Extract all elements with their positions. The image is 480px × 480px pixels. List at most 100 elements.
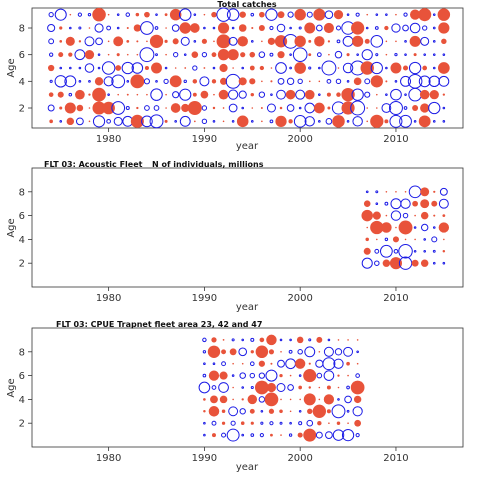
bubble-point — [303, 393, 316, 406]
bubble-point — [221, 361, 226, 367]
bubble-point — [249, 372, 256, 379]
bubble-point — [241, 106, 245, 110]
bubble-point — [65, 36, 75, 46]
bubble-point — [279, 421, 283, 425]
bubble-point — [423, 53, 426, 56]
bubble-point — [402, 212, 409, 219]
bubble-point — [78, 40, 82, 43]
bubble-point — [408, 87, 422, 102]
bubble-point — [277, 51, 285, 59]
bubble-point — [97, 53, 101, 56]
bubble-point — [432, 26, 436, 30]
bubble-point — [400, 75, 412, 87]
bubble-point — [213, 40, 215, 43]
bubble-point — [150, 88, 163, 101]
bubble-point — [203, 433, 206, 437]
bubble-point — [351, 21, 365, 35]
bubble-point — [226, 428, 240, 442]
y-tick-label: 4 — [19, 235, 25, 246]
bubble-point — [92, 7, 106, 22]
bubble-point — [365, 26, 369, 30]
bubble-point — [389, 114, 403, 128]
bubble-point — [164, 39, 168, 43]
bubble-point — [231, 338, 235, 342]
bubble-point — [360, 61, 374, 75]
bubble-point — [390, 88, 402, 101]
bubble-point — [92, 87, 106, 102]
bubble-point — [365, 237, 369, 242]
bubble-point — [199, 76, 210, 87]
bubble-point — [216, 7, 231, 22]
bubble-point — [102, 101, 115, 115]
panel-3-ylabel: Age — [6, 378, 17, 397]
bubble-point — [136, 93, 139, 96]
bubble-point — [342, 62, 354, 74]
bubble-point — [414, 214, 416, 217]
bubble-point — [318, 398, 321, 401]
bubble-point — [304, 22, 316, 34]
bubble-point — [292, 47, 308, 62]
bubble-point — [88, 79, 91, 83]
bubble-point — [420, 187, 430, 197]
bubble-point — [69, 13, 72, 16]
bubble-point — [261, 80, 263, 83]
bubble-point — [384, 25, 389, 31]
bubble-point — [277, 359, 285, 368]
bubble-point — [317, 420, 322, 426]
bubble-point — [286, 77, 295, 86]
bubble-point — [270, 67, 273, 69]
bubble-point — [238, 347, 248, 357]
bubble-point — [217, 48, 230, 61]
bubble-point — [78, 66, 82, 70]
bubble-point — [352, 116, 363, 127]
bubble-point — [107, 40, 110, 43]
y-tick-label: 8 — [19, 187, 25, 198]
bubble-point — [346, 120, 350, 123]
x-tick-label: 1980 — [96, 134, 121, 145]
bubble-point — [432, 261, 436, 265]
bubble-point — [241, 66, 245, 70]
bubble-point — [312, 404, 327, 418]
panel-1-ylabel: Age — [6, 58, 17, 77]
bubble-point — [211, 11, 217, 18]
bubble-point — [385, 80, 388, 83]
bubble-point — [221, 349, 227, 355]
x-tick-label: 2010 — [383, 134, 408, 145]
bubble-point — [211, 337, 217, 343]
bubble-point — [323, 394, 335, 405]
panel-3-frame — [31, 327, 464, 448]
bubble-point — [355, 373, 360, 378]
bubble-point — [259, 337, 265, 343]
bubble-point — [121, 61, 134, 75]
bubble-point — [84, 63, 95, 73]
bubble-point — [88, 107, 91, 109]
bubble-point — [344, 395, 352, 404]
bubble-point — [289, 26, 292, 30]
bubble-point — [432, 226, 436, 229]
bubble-point — [442, 120, 446, 123]
bubble-point — [275, 115, 287, 127]
bubble-point — [203, 13, 206, 16]
bubble-point — [390, 210, 402, 221]
bubble-point — [343, 346, 354, 357]
bubble-point — [316, 336, 323, 343]
bubble-point — [222, 339, 225, 341]
bubble-point — [266, 334, 277, 346]
bubble-point — [221, 409, 226, 414]
bubble-point — [202, 350, 207, 354]
bubble-point — [308, 338, 312, 342]
bubble-point — [217, 22, 230, 34]
bubble-point — [420, 36, 430, 46]
bubble-point — [289, 410, 292, 413]
bubble-point — [432, 40, 436, 43]
y-tick-label: 4 — [19, 77, 25, 88]
bubble-point — [428, 101, 441, 115]
bubble-point — [288, 349, 293, 354]
bubble-point — [372, 211, 381, 220]
bubble-point — [293, 115, 307, 128]
bubble-point — [322, 357, 336, 371]
bubble-point — [308, 80, 311, 83]
bubble-point — [219, 395, 228, 404]
bubble-point — [411, 259, 419, 267]
